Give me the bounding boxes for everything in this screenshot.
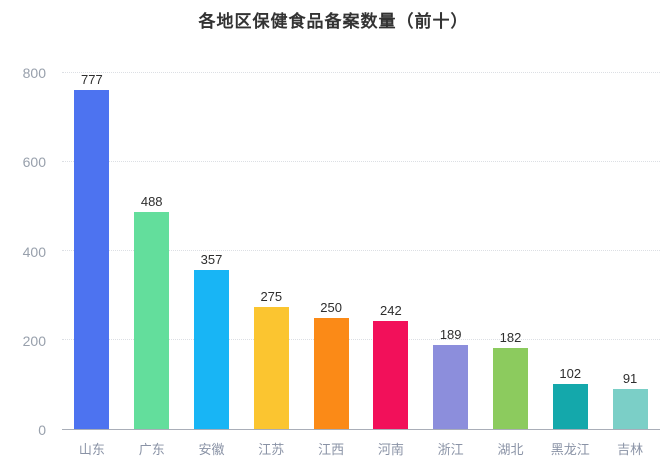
bar-slot: 275	[241, 73, 301, 429]
bar-slot: 777	[62, 73, 122, 429]
bar-slot: 242	[361, 73, 421, 429]
bar-slot: 488	[122, 73, 182, 429]
bar-slot: 182	[481, 73, 541, 429]
bar-广东[interactable]	[134, 211, 170, 429]
bar-slot: 91	[600, 73, 660, 429]
gridline	[62, 72, 660, 73]
bar-湖北[interactable]	[492, 348, 528, 429]
y-tick-label: 400	[22, 243, 46, 260]
y-tick-label: 0	[38, 422, 46, 438]
bar-slot: 189	[421, 73, 481, 429]
bar-slot: 357	[182, 73, 242, 429]
x-tick-label: 吉林	[617, 441, 644, 457]
gridline	[62, 339, 660, 340]
bar-value-label: 777	[81, 72, 103, 87]
x-tick-label: 湖北	[497, 441, 524, 457]
y-tick-label: 600	[22, 154, 46, 171]
bar-value-label: 182	[499, 330, 522, 346]
bar-黑龙江[interactable]	[552, 383, 588, 429]
y-axis: 0 200 400 600 800	[0, 66, 52, 437]
bar-江西[interactable]	[313, 317, 349, 429]
gridline	[62, 250, 660, 251]
bar-浙江[interactable]	[433, 344, 469, 429]
gridline	[62, 161, 660, 162]
bar-value-label: 102	[559, 365, 582, 381]
bar-value-label: 91	[622, 370, 638, 386]
bar-value-label: 242	[380, 303, 402, 319]
x-tick-label: 安徽	[198, 441, 225, 457]
bar-value-label: 189	[439, 326, 462, 342]
bar-value-label: 488	[140, 193, 163, 209]
x-tick-label: 黑龙江	[550, 441, 590, 457]
chart-title: 各地区保健食品备案数量（前十）	[198, 12, 469, 31]
x-tick-label: 浙江	[437, 441, 464, 457]
bar-value-label: 357	[200, 252, 223, 268]
bar-value-label: 250	[320, 299, 342, 315]
bar-slot: 250	[301, 73, 361, 429]
bar-slot: 102	[540, 73, 600, 429]
x-tick-label: 江西	[318, 441, 345, 457]
bar-山东[interactable]	[74, 90, 110, 429]
bar-吉林[interactable]	[612, 388, 648, 429]
x-tick-label: 江苏	[258, 441, 285, 457]
bars-row: 777 488 357 275 250 242 189 182 102 91	[62, 73, 660, 429]
x-tick-label: 河南	[377, 441, 404, 457]
bar-value-label: 275	[260, 288, 283, 304]
x-axis: 山东 广东 安徽 江苏 江西 河南 浙江 湖北 黑龙江 吉林	[62, 438, 660, 458]
bar-江苏[interactable]	[253, 306, 289, 429]
y-tick-label: 800	[22, 65, 46, 81]
bar-安徽[interactable]	[193, 270, 229, 429]
x-tick-label: 山东	[78, 441, 105, 457]
plot-area: 777 488 357 275 250 242 189 182 102 91	[62, 72, 660, 430]
bar-河南[interactable]	[373, 321, 409, 429]
x-tick-label: 广东	[138, 441, 165, 457]
y-tick-label: 200	[22, 332, 46, 349]
